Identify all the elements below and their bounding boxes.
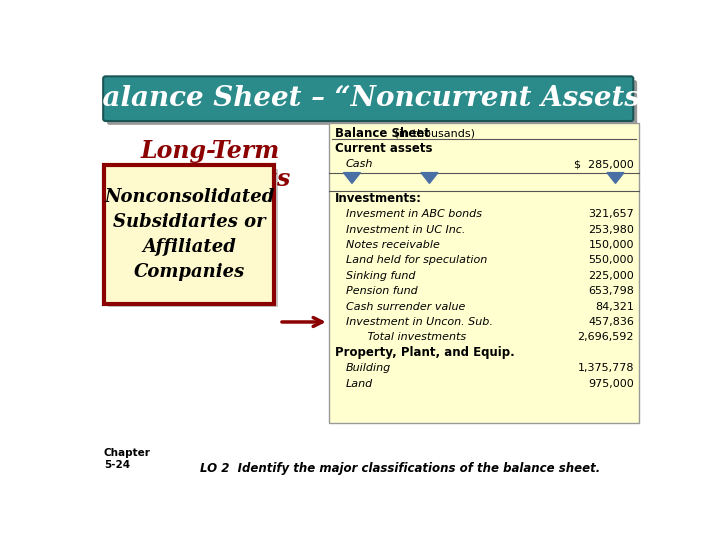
Text: Investment in UC Inc.: Investment in UC Inc. bbox=[346, 225, 465, 234]
Text: Long-Term
Investments: Long-Term Investments bbox=[129, 139, 292, 191]
Text: Notes receivable: Notes receivable bbox=[346, 240, 440, 250]
Text: Cash surrender value: Cash surrender value bbox=[346, 301, 465, 312]
Text: Total investments: Total investments bbox=[356, 333, 466, 342]
FancyBboxPatch shape bbox=[103, 76, 634, 121]
FancyBboxPatch shape bbox=[107, 80, 637, 125]
Text: $  285,000: $ 285,000 bbox=[575, 159, 634, 169]
Bar bbox=[104, 165, 274, 303]
Text: 150,000: 150,000 bbox=[588, 240, 634, 250]
Text: 550,000: 550,000 bbox=[588, 255, 634, 265]
Polygon shape bbox=[343, 173, 361, 184]
Text: Balance Sheet: Balance Sheet bbox=[335, 127, 430, 140]
Text: 2,696,592: 2,696,592 bbox=[577, 333, 634, 342]
Text: 975,000: 975,000 bbox=[588, 379, 634, 389]
Polygon shape bbox=[421, 173, 438, 184]
Text: 1,375,778: 1,375,778 bbox=[577, 363, 634, 373]
Polygon shape bbox=[607, 173, 624, 184]
Bar bbox=[329, 123, 639, 423]
Text: Investments:: Investments: bbox=[335, 192, 422, 205]
Text: LO 2  Identify the major classifications of the balance sheet.: LO 2 Identify the major classifications … bbox=[200, 462, 600, 475]
Text: 253,980: 253,980 bbox=[588, 225, 634, 234]
Text: Balance Sheet – “Noncurrent Assets”: Balance Sheet – “Noncurrent Assets” bbox=[80, 85, 657, 112]
Text: Chapter
5-24: Chapter 5-24 bbox=[104, 448, 150, 470]
Text: Investment in Uncon. Sub.: Investment in Uncon. Sub. bbox=[346, 317, 492, 327]
Text: Building: Building bbox=[346, 363, 391, 373]
Text: Current assets: Current assets bbox=[335, 142, 433, 155]
Text: Property, Plant, and Equip.: Property, Plant, and Equip. bbox=[335, 346, 515, 359]
Text: Land held for speculation: Land held for speculation bbox=[346, 255, 487, 265]
Text: 653,798: 653,798 bbox=[588, 286, 634, 296]
Text: 321,657: 321,657 bbox=[588, 209, 634, 219]
Text: Sinking fund: Sinking fund bbox=[346, 271, 415, 281]
Text: 225,000: 225,000 bbox=[588, 271, 634, 281]
Text: Cash: Cash bbox=[346, 159, 373, 169]
Text: 457,836: 457,836 bbox=[588, 317, 634, 327]
Bar bbox=[108, 168, 279, 307]
Bar bbox=[104, 165, 274, 303]
Text: 84,321: 84,321 bbox=[595, 301, 634, 312]
Text: Pension fund: Pension fund bbox=[346, 286, 418, 296]
Text: Invesment in ABC bonds: Invesment in ABC bonds bbox=[346, 209, 482, 219]
Text: Land: Land bbox=[346, 379, 373, 389]
Text: Nonconsolidated
Subsidiaries or
Affiliated
Companies: Nonconsolidated Subsidiaries or Affiliat… bbox=[104, 188, 274, 281]
Text: (in thousands): (in thousands) bbox=[391, 129, 474, 138]
